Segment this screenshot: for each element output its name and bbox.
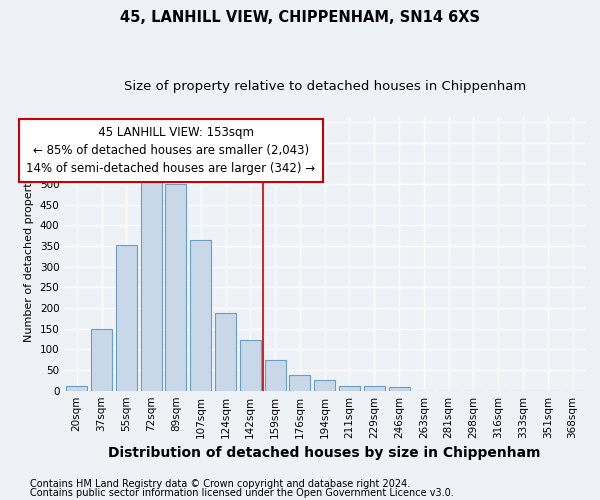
Bar	[265, 360, 286, 390]
Bar	[364, 386, 385, 390]
Text: Contains public sector information licensed under the Open Government Licence v3: Contains public sector information licen…	[30, 488, 454, 498]
Bar	[215, 313, 236, 390]
Text: 45 LANHILL VIEW: 153sqm
← 85% of detached houses are smaller (2,043)
14% of semi: 45 LANHILL VIEW: 153sqm ← 85% of detache…	[26, 126, 316, 175]
Bar	[91, 328, 112, 390]
Bar	[190, 240, 211, 390]
Title: Size of property relative to detached houses in Chippenham: Size of property relative to detached ho…	[124, 80, 526, 93]
Bar	[289, 375, 310, 390]
Bar	[66, 386, 87, 390]
Bar	[389, 386, 410, 390]
Y-axis label: Number of detached properties: Number of detached properties	[24, 166, 34, 342]
Bar	[339, 386, 360, 390]
Text: Contains HM Land Registry data © Crown copyright and database right 2024.: Contains HM Land Registry data © Crown c…	[30, 479, 410, 489]
X-axis label: Distribution of detached houses by size in Chippenham: Distribution of detached houses by size …	[109, 446, 541, 460]
Bar	[314, 380, 335, 390]
Bar	[140, 172, 161, 390]
Bar	[166, 184, 187, 390]
Text: 45, LANHILL VIEW, CHIPPENHAM, SN14 6XS: 45, LANHILL VIEW, CHIPPENHAM, SN14 6XS	[120, 10, 480, 25]
Bar	[116, 245, 137, 390]
Bar	[240, 340, 261, 390]
